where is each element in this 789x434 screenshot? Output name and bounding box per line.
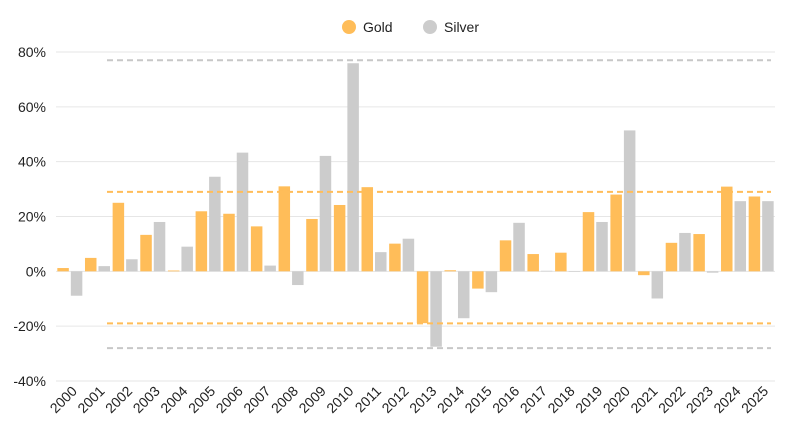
x-tick-label: 2001 — [74, 383, 107, 416]
bar-silver-2025 — [762, 201, 774, 272]
x-tick-label: 2019 — [572, 383, 605, 416]
bar-silver-2009 — [319, 155, 332, 272]
x-tick-label: 2024 — [710, 383, 743, 416]
bar-silver-2023 — [706, 271, 719, 273]
bar-gold-2021 — [638, 271, 650, 276]
bar-gold-2006 — [223, 213, 235, 272]
x-tick-label: 2004 — [157, 383, 190, 416]
x-tick-label: 2000 — [47, 383, 80, 416]
bar-gold-2000 — [57, 268, 69, 272]
bar-gold-2016 — [499, 240, 512, 272]
bar-silver-2017 — [540, 270, 553, 272]
legend-gold-label: Gold — [363, 19, 393, 35]
y-tick-label: 0% — [26, 263, 46, 279]
bar-gold-2022 — [665, 242, 678, 272]
bar-silver-2016 — [513, 222, 525, 272]
bar-gold-2002 — [112, 202, 125, 272]
bar-silver-2013 — [430, 271, 442, 347]
bars — [57, 63, 774, 347]
bar-silver-2018 — [568, 271, 581, 272]
bar-gold-2003 — [140, 234, 152, 272]
x-axis: 2000200120022003200420052006200720082009… — [47, 383, 772, 416]
x-tick-label: 2017 — [517, 383, 550, 416]
legend-silver-label: Silver — [444, 19, 479, 35]
bar-gold-2010 — [333, 204, 346, 272]
x-tick-label: 2002 — [102, 383, 135, 416]
bar-silver-2010 — [347, 63, 359, 272]
bar-silver-2020 — [623, 130, 636, 272]
bar-silver-2015 — [485, 271, 498, 293]
bar-gold-2024 — [721, 186, 733, 272]
bar-silver-2005 — [209, 176, 221, 272]
x-tick-label: 2021 — [627, 383, 660, 416]
y-tick-label: 20% — [18, 209, 46, 225]
y-tick-label: -20% — [13, 318, 46, 334]
bar-gold-2004 — [167, 270, 180, 272]
bar-gold-2005 — [195, 211, 208, 272]
x-tick-label: 2009 — [295, 383, 328, 416]
legend: Gold Silver — [342, 19, 479, 35]
bar-silver-2002 — [126, 259, 138, 272]
bar-gold-2013 — [416, 271, 429, 324]
bar-gold-2007 — [250, 226, 263, 272]
bar-silver-2011 — [375, 252, 387, 272]
bar-silver-2006 — [236, 152, 249, 272]
bar-silver-2019 — [596, 221, 608, 272]
bar-silver-2012 — [402, 238, 415, 272]
x-tick-label: 2013 — [406, 383, 439, 416]
bar-gold-2018 — [555, 252, 567, 272]
x-tick-label: 2020 — [600, 383, 633, 416]
x-tick-label: 2008 — [268, 383, 301, 416]
legend-gold-marker — [342, 20, 356, 34]
legend-silver-marker — [423, 20, 437, 34]
y-tick-label: 80% — [18, 44, 46, 60]
bar-gold-2015 — [472, 271, 484, 289]
bar-silver-2008 — [292, 271, 304, 286]
bar-gold-2008 — [278, 186, 291, 272]
y-tick-label: -40% — [13, 373, 46, 389]
x-tick-label: 2023 — [683, 383, 716, 416]
x-tick-label: 2006 — [213, 383, 246, 416]
bar-gold-2001 — [84, 257, 97, 272]
x-tick-label: 2005 — [185, 383, 218, 416]
bar-gold-2023 — [693, 234, 705, 272]
bar-silver-2021 — [651, 271, 664, 299]
bar-gold-2019 — [582, 212, 595, 272]
bar-silver-2022 — [679, 232, 691, 272]
x-tick-label: 2015 — [461, 383, 494, 416]
x-tick-label: 2011 — [352, 383, 385, 416]
bar-gold-2014 — [444, 270, 456, 272]
gridlines — [56, 51, 775, 382]
bar-silver-2024 — [734, 201, 747, 272]
reference-lines — [107, 59, 771, 350]
bar-silver-2001 — [98, 266, 110, 272]
x-tick-label: 2018 — [544, 383, 577, 416]
bar-silver-2007 — [264, 265, 276, 272]
y-tick-label: 60% — [18, 99, 46, 115]
x-tick-label: 2003 — [130, 383, 163, 416]
y-axis: -40% -20% 0% 20% 40% 60% 80% — [13, 44, 46, 389]
x-tick-label: 2012 — [378, 383, 411, 416]
x-tick-label: 2025 — [738, 383, 771, 416]
x-tick-label: 2016 — [489, 383, 522, 416]
bar-silver-2014 — [457, 271, 470, 319]
bar-gold-2020 — [610, 194, 622, 272]
bar-silver-2000 — [70, 271, 83, 296]
x-tick-label: 2022 — [655, 383, 688, 416]
bar-gold-2017 — [527, 254, 539, 272]
bar-gold-2012 — [389, 243, 401, 272]
x-tick-label: 2007 — [240, 383, 273, 416]
x-tick-label: 2010 — [323, 383, 356, 416]
bar-gold-2009 — [306, 218, 318, 272]
bar-gold-2025 — [748, 196, 761, 272]
bar-gold-2011 — [361, 187, 374, 272]
y-tick-label: 40% — [18, 154, 46, 170]
bar-silver-2003 — [153, 221, 166, 272]
bar-silver-2004 — [181, 246, 193, 272]
x-tick-label: 2014 — [434, 383, 467, 416]
